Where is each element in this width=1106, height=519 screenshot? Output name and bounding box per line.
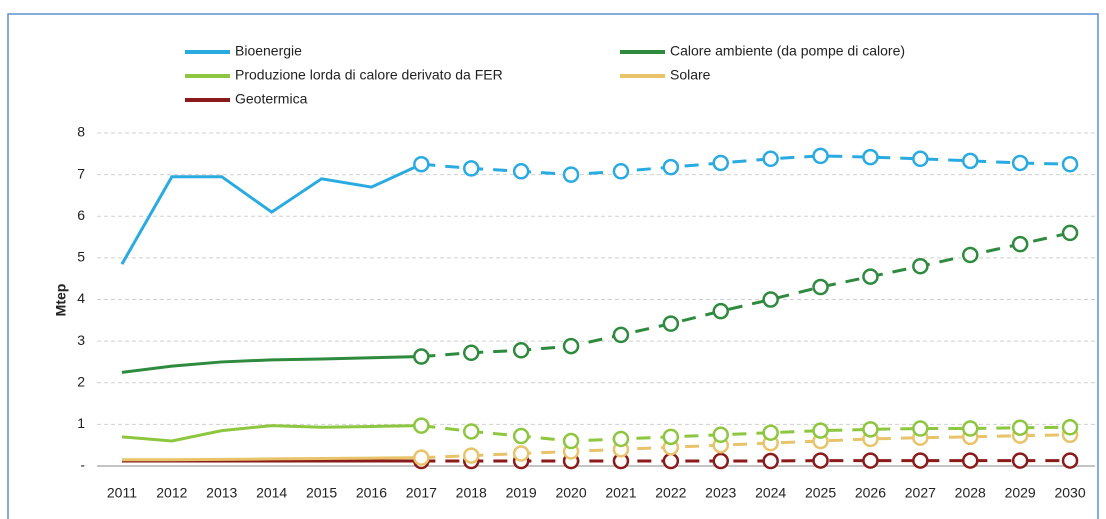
forecast-point xyxy=(812,278,829,296)
forecast-point xyxy=(413,348,430,365)
x-tick-label: 2015 xyxy=(306,485,337,501)
series-forecast-line xyxy=(421,154,1071,177)
forecast-point xyxy=(612,430,630,448)
x-tick-label: 2024 xyxy=(755,485,786,501)
forecast-point xyxy=(463,423,480,440)
forecast-point xyxy=(1061,155,1079,173)
y-tick-label: 5 xyxy=(77,249,85,265)
forecast-point xyxy=(512,427,530,445)
forecast-point xyxy=(612,163,630,180)
forecast-point xyxy=(912,452,929,469)
legend-label: Calore ambiente (da pompe di calore) xyxy=(670,43,905,59)
x-tick-label: 2028 xyxy=(955,485,986,501)
forecast-point xyxy=(562,432,580,450)
forecast-point xyxy=(662,452,680,470)
legend-label: Geotermica xyxy=(235,91,308,107)
forecast-point xyxy=(1061,419,1079,436)
y-tick-label: 6 xyxy=(77,207,85,223)
forecast-point xyxy=(762,150,779,168)
x-tick-label: 2027 xyxy=(905,485,936,501)
forecast-point xyxy=(712,452,729,470)
series-forecast-line xyxy=(421,433,1071,460)
forecast-point xyxy=(1011,154,1029,172)
x-tick-label: 2016 xyxy=(356,485,387,501)
forecast-point xyxy=(413,155,430,173)
forecast-point xyxy=(712,426,729,444)
forecast-point xyxy=(712,302,729,320)
forecast-point xyxy=(1011,452,1029,469)
forecast-point xyxy=(812,422,829,439)
forecast-point xyxy=(912,420,929,437)
forecast-point xyxy=(512,163,530,180)
y-tick-label: 3 xyxy=(77,332,85,348)
forecast-point xyxy=(512,445,530,462)
forecast-point xyxy=(1061,224,1079,242)
forecast-point xyxy=(962,420,979,437)
x-tick-label: 2020 xyxy=(555,485,586,501)
forecast-point xyxy=(862,421,879,438)
legend-label: Produzione lorda di calore derivato da F… xyxy=(235,67,503,83)
forecast-point xyxy=(463,447,480,464)
forecast-point xyxy=(662,428,680,446)
forecast-point xyxy=(512,342,530,359)
y-tick-label: 4 xyxy=(77,290,85,306)
x-tick-label: 2013 xyxy=(206,485,237,501)
y-tick-label: - xyxy=(80,457,85,473)
forecast-point xyxy=(762,452,779,470)
x-tick-label: 2017 xyxy=(406,485,437,501)
forecast-point xyxy=(912,150,929,168)
forecast-point xyxy=(562,337,580,355)
forecast-point xyxy=(562,166,580,183)
forecast-point xyxy=(862,148,879,166)
forecast-point xyxy=(1011,419,1029,436)
x-tick-label: 2026 xyxy=(855,485,886,501)
series-line xyxy=(121,424,422,443)
forecast-point xyxy=(612,326,630,344)
forecast-point xyxy=(962,152,979,170)
x-tick-label: 2019 xyxy=(506,485,537,501)
forecast-point xyxy=(1011,235,1029,253)
forecast-point xyxy=(762,424,779,441)
y-tick-label: 8 xyxy=(77,124,85,140)
x-tick-label: 2012 xyxy=(156,485,187,501)
series-line xyxy=(121,456,422,462)
forecast-point xyxy=(762,291,779,308)
forecast-point xyxy=(463,344,480,362)
forecast-point xyxy=(463,160,480,177)
forecast-point xyxy=(1061,452,1079,469)
series-line xyxy=(120,162,422,265)
forecast-point xyxy=(862,452,879,469)
x-tick-label: 2030 xyxy=(1054,485,1085,501)
y-tick-label: 1 xyxy=(77,415,85,431)
forecast-point xyxy=(812,452,829,469)
y-axis-label: Mtep xyxy=(53,284,69,317)
x-tick-label: 2018 xyxy=(456,485,487,501)
forecast-point xyxy=(712,154,729,172)
frame xyxy=(7,13,1099,519)
forecast-point xyxy=(912,257,929,275)
y-tick-label: 2 xyxy=(77,373,85,389)
series-line xyxy=(121,355,422,374)
x-tick-label: 2022 xyxy=(655,485,686,501)
x-tick-label: 2014 xyxy=(256,485,287,501)
series-forecast-line xyxy=(421,231,1071,359)
forecast-point xyxy=(962,452,979,469)
y-tick-label: 7 xyxy=(77,165,85,181)
forecast-point xyxy=(862,268,879,285)
legend-label: Solare xyxy=(670,67,711,83)
forecast-point xyxy=(413,449,430,466)
forecast-point xyxy=(812,147,829,165)
forecast-point xyxy=(662,315,680,332)
x-tick-label: 2029 xyxy=(1005,485,1036,501)
x-tick-label: 2021 xyxy=(605,485,636,501)
x-tick-label: 2023 xyxy=(705,485,736,501)
forecast-point xyxy=(962,246,979,264)
forecast-point xyxy=(413,417,430,434)
series-forecast-line xyxy=(421,424,1071,443)
x-tick-label: 2025 xyxy=(805,485,836,501)
x-tick-label: 2011 xyxy=(107,485,137,501)
forecast-point xyxy=(662,158,680,176)
legend-label: Bioenergie xyxy=(235,43,302,59)
